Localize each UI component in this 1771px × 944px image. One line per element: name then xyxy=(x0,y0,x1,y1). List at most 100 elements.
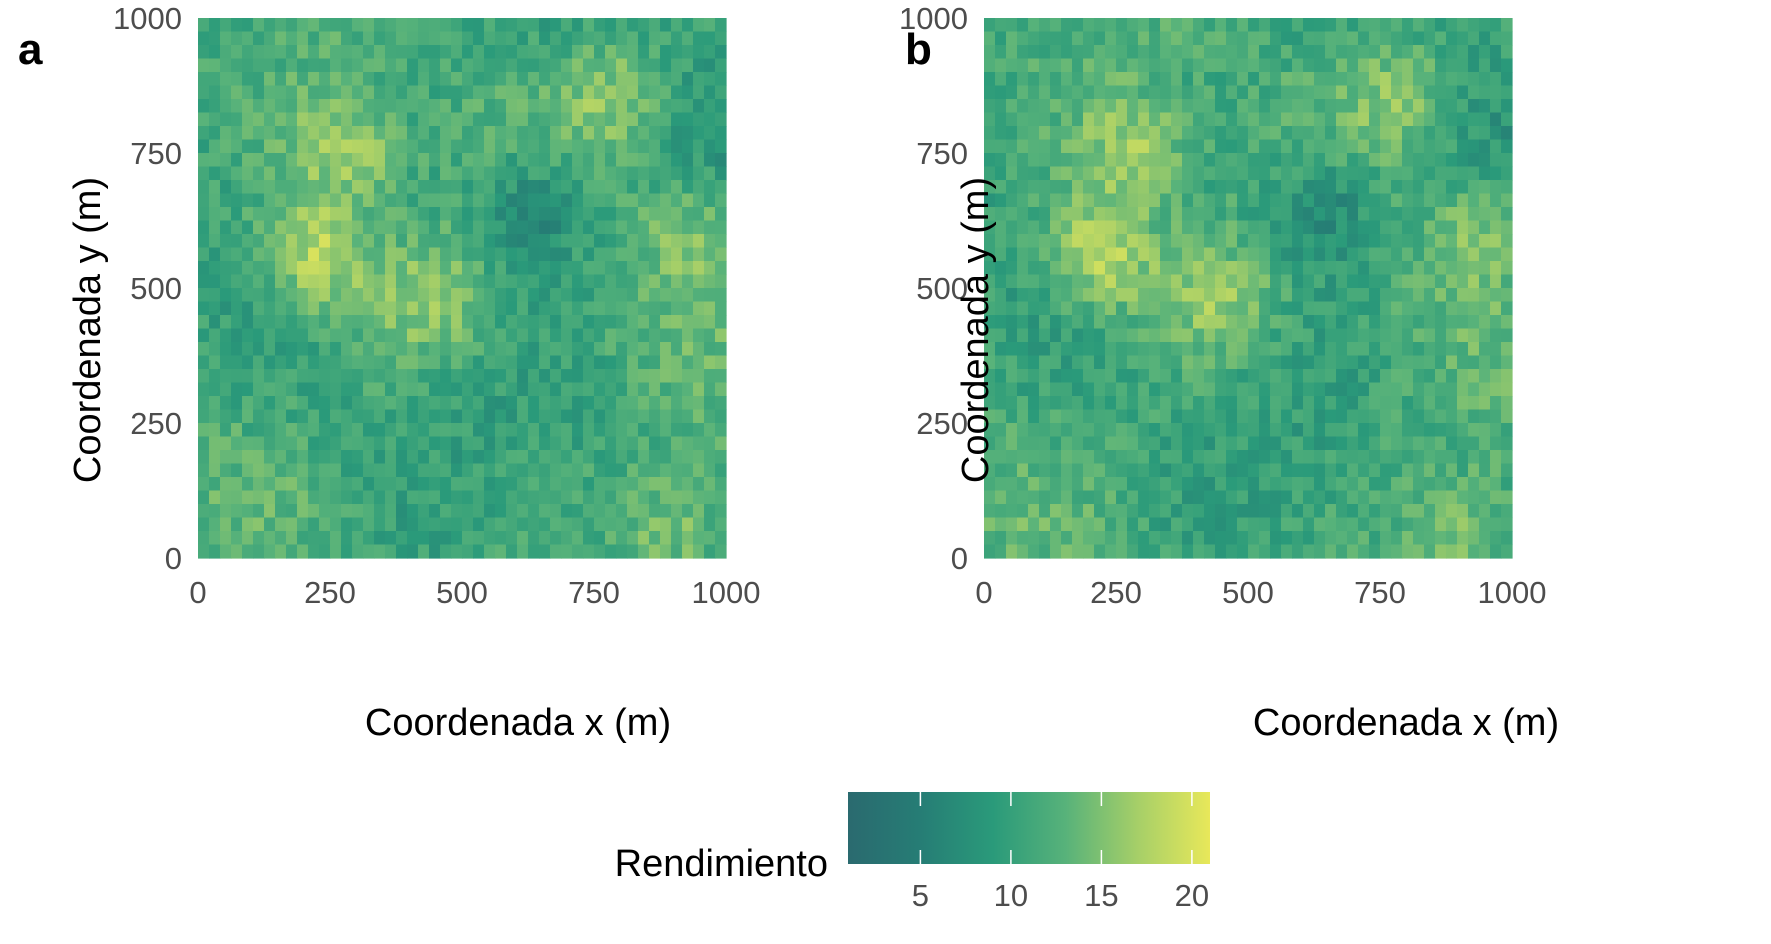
heatmap-cell xyxy=(1501,382,1513,397)
heatmap-cell xyxy=(1006,423,1018,438)
heatmap-cell xyxy=(616,382,628,397)
heatmap-cell xyxy=(242,139,254,154)
heatmap-cell xyxy=(253,288,265,303)
heatmap-cell xyxy=(1347,180,1359,195)
heatmap-cell xyxy=(704,261,716,276)
heatmap-cell xyxy=(484,490,496,505)
y-tick-label: 0 xyxy=(951,541,968,576)
heatmap-cell xyxy=(1193,220,1205,235)
heatmap-cell xyxy=(1347,396,1359,411)
heatmap-cell xyxy=(682,234,694,249)
heatmap-cell xyxy=(517,126,529,141)
heatmap-cell xyxy=(1259,18,1271,33)
heatmap-cell xyxy=(209,288,221,303)
heatmap-cell xyxy=(1138,180,1150,195)
heatmap-cell xyxy=(1259,274,1271,289)
heatmap-cell xyxy=(1479,58,1491,73)
heatmap-cell xyxy=(1413,247,1425,262)
heatmap-cell xyxy=(253,112,265,127)
heatmap-cell xyxy=(396,328,408,343)
heatmap-cell xyxy=(242,112,254,127)
heatmap-cell xyxy=(1501,490,1513,505)
heatmap-cell xyxy=(1182,261,1194,276)
heatmap-cell xyxy=(1248,423,1260,438)
heatmap-cell xyxy=(1358,328,1370,343)
heatmap-cell xyxy=(1369,85,1381,100)
heatmap-cell xyxy=(275,153,287,168)
heatmap-cell xyxy=(363,72,375,87)
heatmap-cell xyxy=(1171,207,1183,222)
heatmap-cell xyxy=(1413,72,1425,87)
heatmap-cell xyxy=(319,355,331,370)
heatmap-cell xyxy=(1061,355,1073,370)
heatmap-cell xyxy=(1457,490,1469,505)
heatmap-cell xyxy=(627,369,639,384)
heatmap-cell xyxy=(1171,193,1183,208)
heatmap-cell xyxy=(1050,436,1062,451)
heatmap-cell xyxy=(1116,99,1128,114)
heatmap-cell xyxy=(1325,531,1337,546)
heatmap-cell xyxy=(330,544,342,559)
heatmap-cell xyxy=(572,423,584,438)
heatmap-cell xyxy=(627,544,639,559)
heatmap-cell xyxy=(1325,436,1337,451)
heatmap-cell xyxy=(1215,18,1227,33)
heatmap-cell xyxy=(1116,450,1128,465)
heatmap-cell xyxy=(385,504,397,519)
heatmap-cell xyxy=(1281,463,1293,478)
heatmap-cell xyxy=(297,450,309,465)
heatmap-cell xyxy=(594,436,606,451)
heatmap-cell xyxy=(995,166,1007,181)
heatmap-cell xyxy=(1248,382,1260,397)
heatmap-cell xyxy=(1457,423,1469,438)
heatmap-cell xyxy=(1215,531,1227,546)
heatmap-cell xyxy=(297,99,309,114)
heatmap-cell xyxy=(363,247,375,262)
heatmap-cell xyxy=(638,58,650,73)
heatmap-cell xyxy=(583,99,595,114)
heatmap-cell xyxy=(1413,463,1425,478)
heatmap-cell xyxy=(1314,477,1326,492)
heatmap-cell xyxy=(682,396,694,411)
heatmap-cell xyxy=(198,45,210,60)
heatmap-cell xyxy=(572,126,584,141)
heatmap-cell xyxy=(198,436,210,451)
heatmap-cell xyxy=(1105,315,1117,330)
heatmap-cell xyxy=(396,409,408,424)
heatmap-cell xyxy=(1226,531,1238,546)
heatmap-cell xyxy=(1325,477,1337,492)
heatmap-cell xyxy=(1248,220,1260,235)
heatmap-cell xyxy=(616,504,628,519)
heatmap-cell xyxy=(451,274,463,289)
heatmap-cell xyxy=(1006,342,1018,357)
heatmap-cell xyxy=(1028,247,1040,262)
heatmap-cell xyxy=(1094,247,1106,262)
heatmap-cell xyxy=(1391,531,1403,546)
heatmap-cell xyxy=(462,477,474,492)
heatmap-cell xyxy=(1050,247,1062,262)
heatmap-cell xyxy=(539,369,551,384)
heatmap-cell xyxy=(308,247,320,262)
heatmap-cell xyxy=(1039,193,1051,208)
heatmap-cell xyxy=(473,409,485,424)
heatmap-cell xyxy=(539,247,551,262)
heatmap-cell xyxy=(550,504,562,519)
heatmap-cell xyxy=(682,315,694,330)
heatmap-cell xyxy=(374,328,386,343)
heatmap-cell xyxy=(1325,301,1337,316)
heatmap-cell xyxy=(1105,477,1117,492)
heatmap-cell xyxy=(561,18,573,33)
heatmap-cell xyxy=(495,234,507,249)
heatmap-cell xyxy=(1061,85,1073,100)
heatmap-cell xyxy=(1171,342,1183,357)
heatmap-cell xyxy=(1303,517,1315,532)
heatmap-cell xyxy=(451,396,463,411)
heatmap-cell xyxy=(1380,490,1392,505)
heatmap-cell xyxy=(1490,247,1502,262)
heatmap-cell xyxy=(253,247,265,262)
heatmap-cell xyxy=(1006,220,1018,235)
heatmap-cell xyxy=(319,288,331,303)
heatmap-cell xyxy=(308,450,320,465)
heatmap-cell xyxy=(671,517,683,532)
